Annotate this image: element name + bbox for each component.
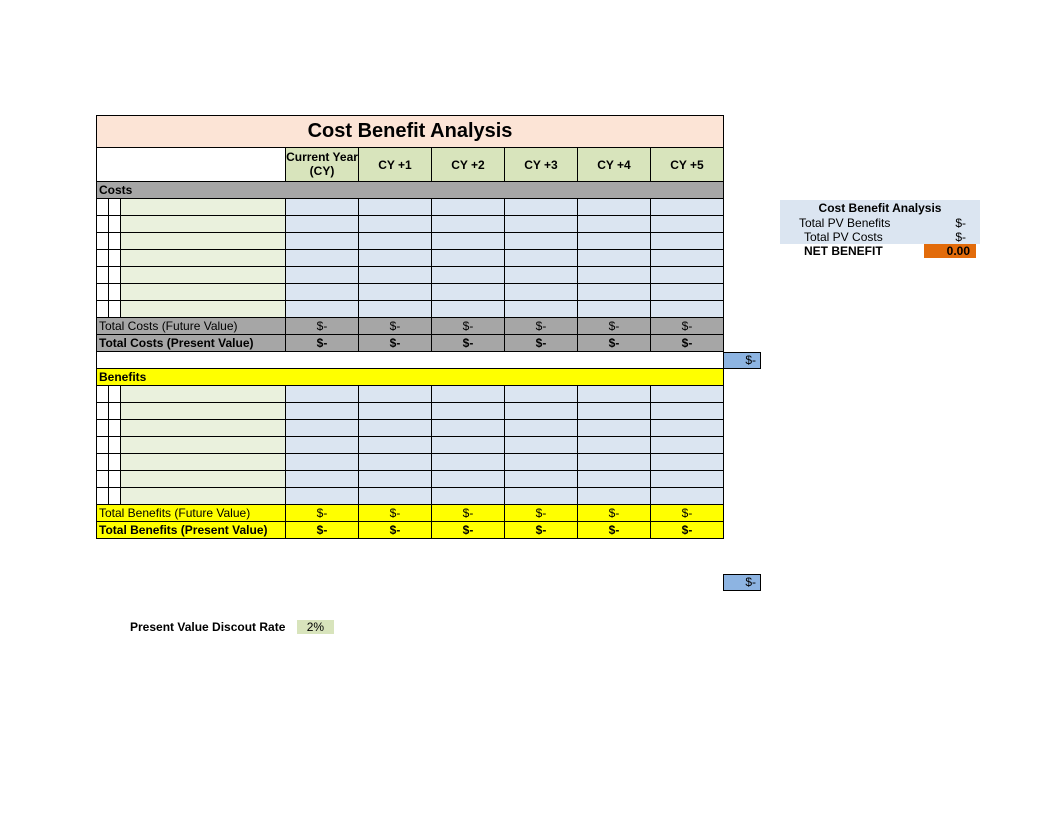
costs-section-header: Costs [97, 182, 724, 199]
discount-rate-value[interactable]: 2% [297, 620, 334, 634]
total-benefits-pv-label: Total Benefits (Present Value) [97, 522, 286, 539]
total-benefits-fv-label: Total Benefits (Future Value) [97, 505, 286, 522]
costs-sum-cell: $- [723, 352, 761, 369]
benefits-sum-cell: $- [723, 574, 761, 591]
title-row: Cost Benefit Analysis [97, 116, 724, 148]
total-benefits-fv-row: Total Benefits (Future Value) $- $- $- $… [97, 505, 724, 522]
header-blank-1 [97, 148, 109, 182]
benefits-row-4 [97, 437, 724, 454]
cost-label-1[interactable] [121, 199, 286, 216]
costs-row-1 [97, 199, 724, 216]
discount-rate-section: Present Value Discout Rate 2% [130, 620, 334, 634]
total-costs-fv-label: Total Costs (Future Value) [97, 318, 286, 335]
sidebar-net-label: NET BENEFIT [784, 244, 883, 258]
sidebar-pv-benefits: Total PV Benefits $- [780, 216, 980, 230]
total-benefits-pv-row: Total Benefits (Present Value) $- $- $- … [97, 522, 724, 539]
sidebar-pv-costs-label: Total PV Costs [784, 230, 883, 244]
cost-benefit-table: Cost Benefit Analysis Current Year (CY) … [96, 115, 724, 539]
summary-sidebar: Cost Benefit Analysis Total PV Benefits … [780, 200, 980, 258]
total-costs-pv-row: Total Costs (Present Value) $- $- $- $- … [97, 335, 724, 352]
benefits-header-label: Benefits [97, 369, 724, 386]
col-cy1[interactable]: CY +1 [359, 148, 432, 182]
col-cy5[interactable]: CY +5 [651, 148, 724, 182]
page-title: Cost Benefit Analysis [97, 116, 724, 148]
header-blank-2 [109, 148, 121, 182]
page: Cost Benefit Analysis Current Year (CY) … [0, 0, 1057, 817]
sidebar-pv-costs-value: $- [955, 230, 976, 244]
header-blank-3 [121, 148, 286, 182]
costs-header-label: Costs [97, 182, 724, 199]
costs-row-2 [97, 216, 724, 233]
cost-cy-1[interactable] [286, 199, 359, 216]
sidebar-pv-benefits-value: $- [955, 216, 976, 230]
col-cy4[interactable]: CY +4 [578, 148, 651, 182]
total-costs-pv-label: Total Costs (Present Value) [97, 335, 286, 352]
sidebar-net-benefit: NET BENEFIT 0.00 [780, 244, 980, 258]
benefits-row-3 [97, 420, 724, 437]
spacer-row [97, 352, 724, 369]
sidebar-title: Cost Benefit Analysis [780, 200, 980, 216]
col-cy2[interactable]: CY +2 [432, 148, 505, 182]
col-cy[interactable]: Current Year (CY) [286, 148, 359, 182]
sidebar-net-value: 0.00 [924, 244, 976, 258]
costs-row-5 [97, 267, 724, 284]
costs-row-6 [97, 284, 724, 301]
discount-rate-label: Present Value Discout Rate [130, 620, 285, 634]
total-costs-fv-row: Total Costs (Future Value) $- $- $- $- $… [97, 318, 724, 335]
costs-row-4 [97, 250, 724, 267]
sidebar-pv-benefits-label: Total PV Benefits [784, 216, 890, 230]
benefits-section-header: Benefits [97, 369, 724, 386]
sidebar-pv-costs: Total PV Costs $- [780, 230, 980, 244]
benefits-row-1 [97, 386, 724, 403]
col-cy3[interactable]: CY +3 [505, 148, 578, 182]
benefits-row-2 [97, 403, 724, 420]
benefits-row-7 [97, 488, 724, 505]
benefits-row-6 [97, 471, 724, 488]
column-header-row: Current Year (CY) CY +1 CY +2 CY +3 CY +… [97, 148, 724, 182]
benefits-row-5 [97, 454, 724, 471]
costs-row-3 [97, 233, 724, 250]
costs-row-7 [97, 301, 724, 318]
